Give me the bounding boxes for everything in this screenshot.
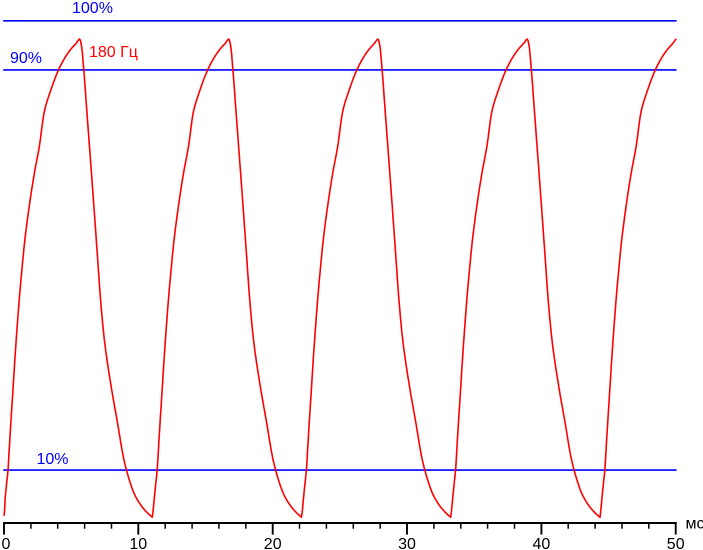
svg-text:100%: 100%: [72, 0, 113, 17]
svg-text:180 Гц: 180 Гц: [89, 44, 138, 61]
svg-text:0: 0: [2, 536, 11, 550]
svg-text:10%: 10%: [37, 451, 69, 468]
svg-text:20: 20: [264, 536, 282, 550]
svg-text:10: 10: [129, 536, 147, 550]
svg-text:40: 40: [533, 536, 551, 550]
svg-text:50: 50: [667, 536, 685, 550]
svg-text:90%: 90%: [10, 50, 42, 67]
svg-text:30: 30: [398, 536, 416, 550]
svg-text:мс: мс: [686, 516, 703, 533]
